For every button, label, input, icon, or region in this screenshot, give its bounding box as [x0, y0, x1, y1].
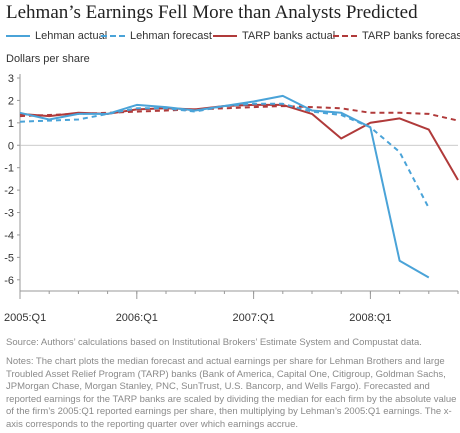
legend-label-tarp-actual: TARP banks actual [242, 30, 336, 42]
x-tick-label: 2006:Q1 [116, 312, 158, 324]
series-line-lehman-actual [19, 94, 430, 279]
legend-label-lehman-actual: Lehman actual [35, 30, 108, 42]
y-tick-label: 0 [8, 140, 14, 152]
legend-swatch-lehman-forecast [101, 35, 125, 37]
y-tick-label: -5 [4, 252, 14, 264]
x-tick-label: 2007:Q1 [232, 312, 274, 324]
legend-label-lehman-forecast: Lehman forecast [130, 30, 212, 42]
legend-label-tarp-forecast: TARP banks forecast [362, 30, 460, 42]
x-tick-label: 2008:Q1 [349, 312, 391, 324]
y-tick-label: 2 [8, 95, 14, 107]
line-chart: 3 2 1 0 -1 -2 -3 -4 -5 -6 2005:Q1 2006:Q1 2007:Q1 200… [4, 73, 459, 324]
y-tick-label: -6 [4, 275, 14, 287]
y-tick-label: -2 [4, 185, 14, 197]
y-tick-label: 1 [8, 118, 14, 130]
series-line-lehman-forecast [19, 102, 430, 209]
legend-swatch-lehman-actual [6, 35, 30, 37]
source-note: Source: Authors’ calculations based on I… [6, 337, 422, 348]
legend-item-tarp-actual: TARP banks actual [213, 28, 335, 44]
y-axis-label: Dollars per share [6, 53, 90, 65]
y-tick-label: 3 [8, 73, 14, 85]
y-tick-label: -3 [4, 208, 14, 220]
legend-swatch-tarp-actual [213, 35, 237, 37]
y-tick-label: -4 [4, 230, 14, 242]
y-tick-label: -1 [4, 163, 14, 175]
legend-item-lehman-forecast: Lehman forecast [101, 28, 212, 44]
notes-text: Notes: The chart plots the median foreca… [6, 356, 457, 430]
series-line-tarp-banks-actual [19, 103, 459, 181]
legend-swatch-tarp-forecast [333, 35, 357, 37]
x-tick-label: 2005:Q1 [4, 312, 46, 324]
legend-item-lehman-actual: Lehman actual [6, 28, 107, 44]
chart-title: Lehman’s Earnings Fell More than Analyst… [6, 2, 418, 23]
legend: Lehman actual Lehman forecast TARP banks… [0, 28, 460, 44]
legend-item-tarp-forecast: TARP banks forecast [333, 28, 460, 44]
